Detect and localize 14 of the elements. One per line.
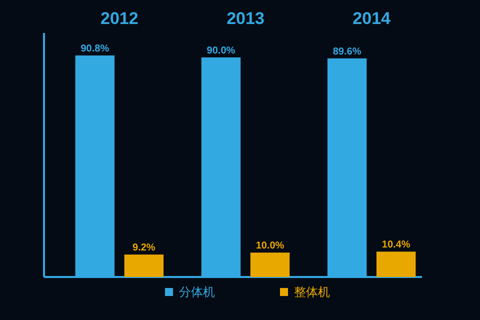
data-label: 10.0% <box>256 240 284 252</box>
data-label: 9.2% <box>132 242 156 254</box>
data-label: 90.8% <box>80 43 110 54</box>
data-label: 10.4% <box>382 240 410 251</box>
bar <box>250 252 290 277</box>
x-tick-label: 2014 <box>352 9 392 28</box>
legend-label: 分体机 <box>179 285 215 299</box>
bar <box>376 252 416 277</box>
x-tick-label: 2013 <box>226 9 264 28</box>
x-tick-label: 2012 <box>100 9 138 28</box>
bar <box>124 254 164 277</box>
data-label: 90.0% <box>206 45 236 56</box>
data-label: 89.6% <box>332 46 362 58</box>
legend-label: 整体机 <box>294 285 330 299</box>
